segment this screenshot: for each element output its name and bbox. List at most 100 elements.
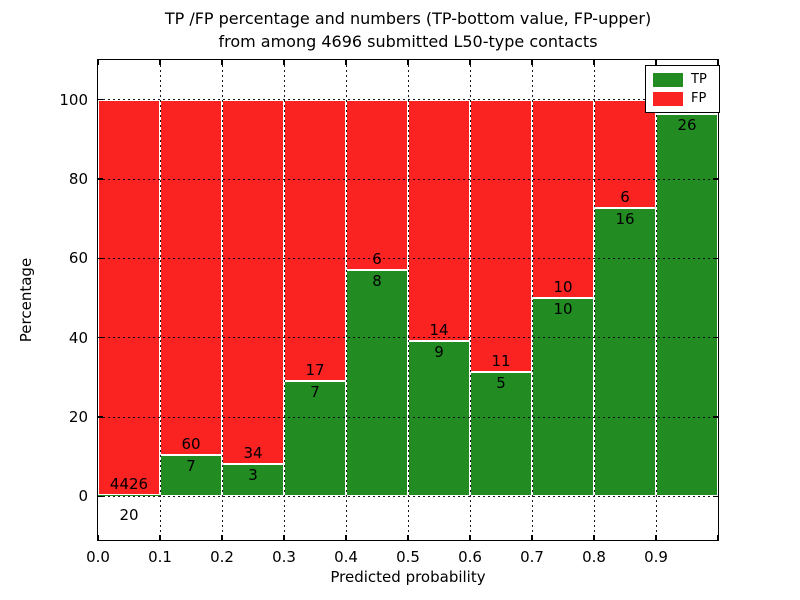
vertical-gridline <box>593 60 595 540</box>
x-tick-mark <box>717 535 719 540</box>
x-axis-label: Predicted probability <box>330 568 486 586</box>
x-tick-mark-top <box>593 60 595 65</box>
legend-item-fp: FP <box>653 89 719 108</box>
y-tick-mark-right <box>713 495 718 498</box>
y-tick-mark-right <box>713 178 718 180</box>
tp-count-label: 16 <box>615 209 635 228</box>
fp-count-label: 6 <box>620 187 630 206</box>
bar-segment-fp <box>98 99 160 495</box>
fp-count-label: 34 <box>243 444 263 463</box>
legend-label-tp: TP <box>691 72 707 87</box>
vertical-gridline <box>655 60 657 540</box>
x-tick-label: 0.0 <box>86 548 110 566</box>
x-tick-label: 0.6 <box>458 548 482 566</box>
y-tick-mark-right <box>713 257 718 260</box>
bar-segment-tp <box>408 341 470 497</box>
x-tick-mark <box>159 535 161 540</box>
fp-count-label: 60 <box>181 434 201 453</box>
y-tick-mark-right <box>713 416 718 418</box>
vertical-gridline <box>469 60 471 540</box>
x-tick-mark-top <box>407 60 409 65</box>
bar-segment-tp <box>656 114 718 497</box>
y-tick-mark <box>98 257 103 260</box>
tp-count-label: 26 <box>677 116 697 135</box>
chart-title-line1: TP /FP percentage and numbers (TP-bottom… <box>164 9 652 28</box>
bar-segment-fp <box>222 99 284 465</box>
tp-count-label: 20 <box>119 506 139 525</box>
horizontal-gridline <box>98 257 718 259</box>
y-tick-label: 100 <box>59 90 88 109</box>
y-axis-label: Percentage <box>17 257 35 343</box>
fp-count-label: 14 <box>429 321 449 340</box>
fp-count-label: 6 <box>372 249 382 268</box>
x-tick-mark <box>97 535 99 540</box>
vertical-gridline <box>221 60 223 540</box>
x-tick-mark-top <box>655 60 657 65</box>
chart-title-line2: from among 4696 submitted L50-type conta… <box>218 32 598 51</box>
y-tick-label: 20 <box>68 408 88 427</box>
fp-count-label: 17 <box>305 360 325 379</box>
horizontal-gridline <box>98 495 718 497</box>
tp-count-label: 5 <box>496 374 506 393</box>
bar-segment-tp <box>222 464 284 497</box>
x-tick-mark-top <box>221 60 223 65</box>
legend: TP FP <box>645 65 720 113</box>
bar-segment-tp <box>470 372 532 497</box>
x-tick-label: 0.9 <box>644 548 668 566</box>
vertical-gridline <box>283 60 285 540</box>
x-tick-label: 0.2 <box>210 548 234 566</box>
bar-segment-tp <box>160 454 222 497</box>
x-tick-mark <box>345 535 347 540</box>
x-tick-mark <box>531 535 533 540</box>
y-tick-mark <box>98 337 103 339</box>
fp-color-swatch <box>653 91 683 106</box>
tp-count-label: 9 <box>434 343 444 362</box>
x-tick-label: 0.5 <box>396 548 420 566</box>
x-tick-label: 0.4 <box>334 548 358 566</box>
vertical-gridline <box>407 60 409 540</box>
x-tick-mark <box>593 535 595 540</box>
x-tick-mark-top <box>283 60 285 65</box>
y-tick-mark <box>98 178 103 180</box>
x-tick-label: 0.3 <box>272 548 296 566</box>
bar-segment-fp <box>532 99 594 298</box>
bar-segment-fp <box>408 99 470 342</box>
bar-segment-fp <box>346 99 408 270</box>
bar-segment-tp <box>284 380 346 497</box>
horizontal-gridline <box>98 178 718 180</box>
x-tick-mark <box>221 535 223 540</box>
x-tick-label: 0.8 <box>582 548 606 566</box>
tp-count-label: 10 <box>553 300 573 319</box>
y-tick-mark <box>98 495 103 498</box>
x-tick-label: 0.1 <box>148 548 172 566</box>
tp-count-label: 3 <box>248 466 258 485</box>
x-tick-mark-top <box>531 60 533 65</box>
bar-segment-tp <box>532 298 594 497</box>
y-tick-mark <box>98 416 103 418</box>
vertical-gridline <box>159 60 161 540</box>
bar-segment-fp <box>284 99 346 381</box>
plot-area: TP FP 4426 20 60 7 34 3 17 7 6 8 14 9 11 5 10 10 6 16 26 <box>97 59 720 541</box>
x-tick-label: 0.7 <box>520 548 544 566</box>
legend-item-tp: TP <box>653 70 719 89</box>
fp-count-label: 11 <box>491 352 511 371</box>
bar-segment-fp <box>160 99 222 455</box>
bar-segment-tp <box>594 207 656 497</box>
y-tick-label: 60 <box>68 249 88 268</box>
fp-count-label: 4426 <box>109 474 149 493</box>
bar-segment-tp <box>346 269 408 497</box>
vertical-gridline <box>531 60 533 540</box>
x-tick-mark-top <box>97 60 99 65</box>
x-tick-mark <box>283 535 285 540</box>
x-tick-mark <box>469 535 471 540</box>
bar-segment-fp <box>470 99 532 373</box>
x-tick-mark-top <box>159 60 161 65</box>
tp-count-label: 8 <box>372 271 382 290</box>
x-tick-mark-top <box>345 60 347 65</box>
horizontal-gridline <box>98 99 718 101</box>
x-tick-mark <box>407 535 409 540</box>
y-tick-label: 40 <box>68 328 88 347</box>
x-tick-mark-top <box>469 60 471 65</box>
y-tick-label: 0 <box>78 487 88 506</box>
